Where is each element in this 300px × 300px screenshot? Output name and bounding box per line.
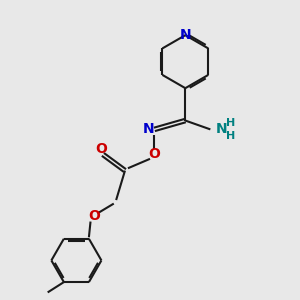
Text: N: N — [216, 122, 227, 136]
Text: N: N — [179, 28, 191, 42]
Text: N: N — [143, 122, 154, 136]
Text: O: O — [148, 147, 160, 161]
Text: H: H — [226, 118, 235, 128]
Text: O: O — [88, 209, 100, 223]
Text: O: O — [95, 142, 107, 156]
Text: H: H — [226, 131, 235, 141]
